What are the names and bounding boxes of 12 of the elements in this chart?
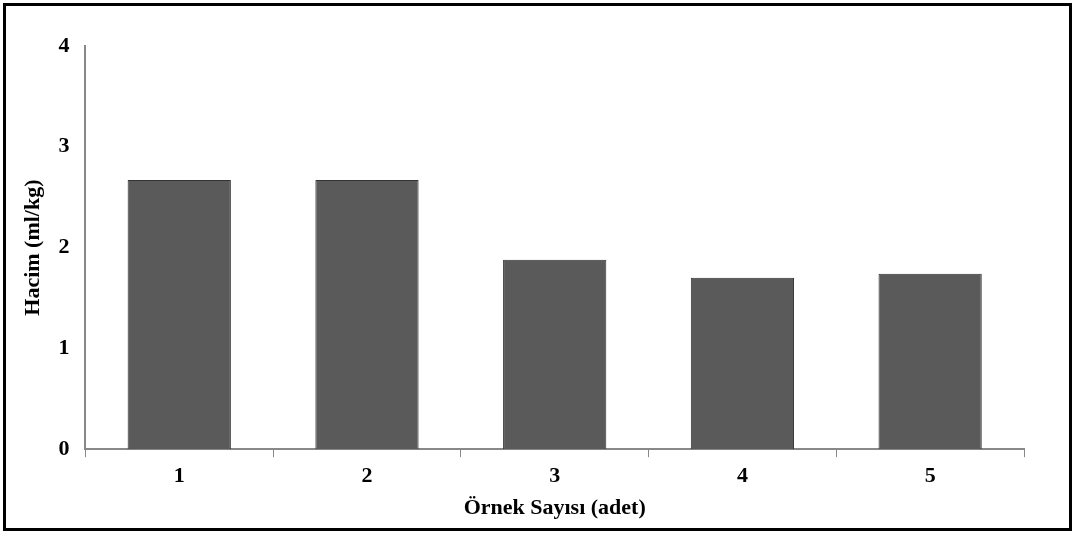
x-tick-label: 4 (736, 462, 748, 488)
y-axis-title: Hacim (ml/kg) (18, 179, 44, 316)
x-tick-label: 5 (924, 462, 936, 488)
x-tick-label: 1 (173, 462, 185, 488)
x-axis-title: Örnek Sayısı (adet) (463, 494, 646, 520)
y-tick-label: 2 (58, 233, 70, 259)
x-tick-label: 2 (361, 462, 373, 488)
y-tick-label: 3 (58, 132, 70, 158)
x-tick-label: 3 (549, 462, 561, 488)
y-tick-label: 4 (58, 31, 70, 57)
y-tick-label: 0 (58, 434, 70, 460)
y-tick-label: 1 (58, 334, 70, 360)
